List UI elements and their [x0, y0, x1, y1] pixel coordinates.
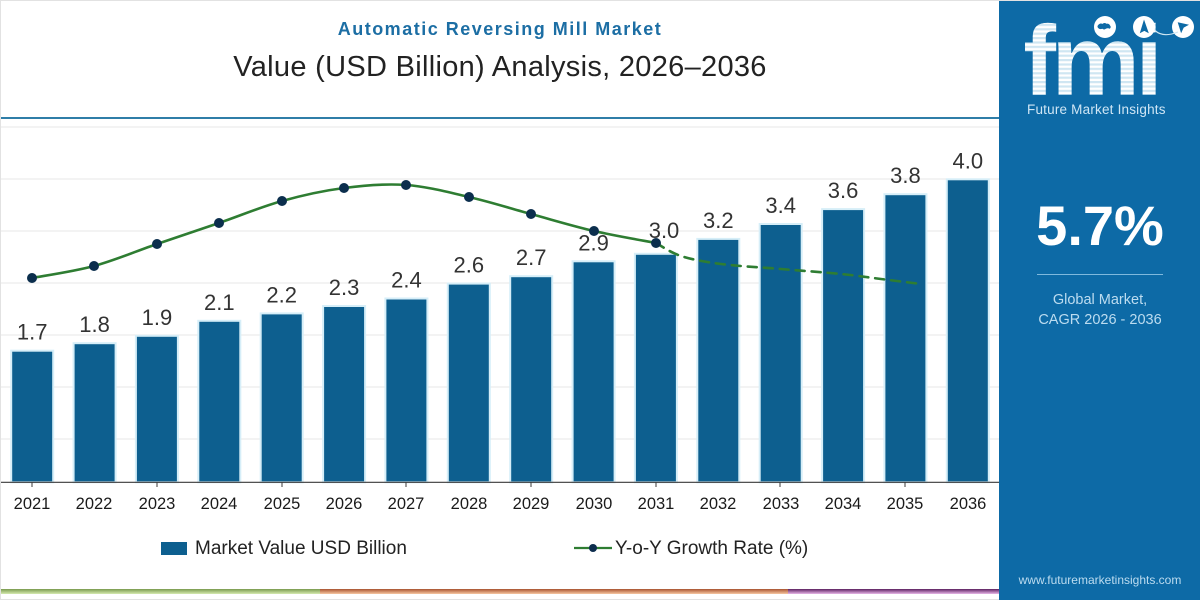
svg-text:2024: 2024	[201, 495, 238, 513]
svg-text:3.6: 3.6	[828, 178, 859, 203]
svg-text:2023: 2023	[139, 495, 176, 513]
svg-text:2026: 2026	[326, 495, 363, 513]
svg-text:4.0: 4.0	[953, 148, 984, 173]
svg-text:2036: 2036	[950, 495, 987, 513]
svg-text:3.2: 3.2	[703, 208, 734, 233]
svg-text:2.4: 2.4	[391, 268, 422, 293]
svg-text:2025: 2025	[264, 495, 301, 513]
svg-text:2.2: 2.2	[266, 282, 297, 307]
svg-text:1.8: 1.8	[79, 312, 110, 337]
svg-text:2032: 2032	[700, 495, 737, 513]
svg-text:2027: 2027	[388, 495, 425, 513]
svg-text:2.3: 2.3	[329, 275, 360, 300]
svg-text:2031: 2031	[638, 495, 675, 513]
svg-text:3.4: 3.4	[765, 193, 796, 218]
svg-text:2.1: 2.1	[204, 290, 235, 315]
svg-text:2029: 2029	[513, 495, 550, 513]
svg-text:2.6: 2.6	[454, 253, 485, 278]
svg-text:3.8: 3.8	[890, 163, 921, 188]
svg-text:2033: 2033	[763, 495, 800, 513]
svg-text:2030: 2030	[576, 495, 613, 513]
svg-text:1.7: 1.7	[17, 320, 48, 345]
svg-text:1.9: 1.9	[142, 305, 173, 330]
svg-text:2035: 2035	[887, 495, 924, 513]
svg-text:2034: 2034	[825, 495, 862, 513]
svg-text:2.7: 2.7	[516, 245, 547, 270]
svg-text:2021: 2021	[14, 495, 51, 513]
svg-text:2028: 2028	[451, 495, 488, 513]
svg-text:2022: 2022	[76, 495, 113, 513]
